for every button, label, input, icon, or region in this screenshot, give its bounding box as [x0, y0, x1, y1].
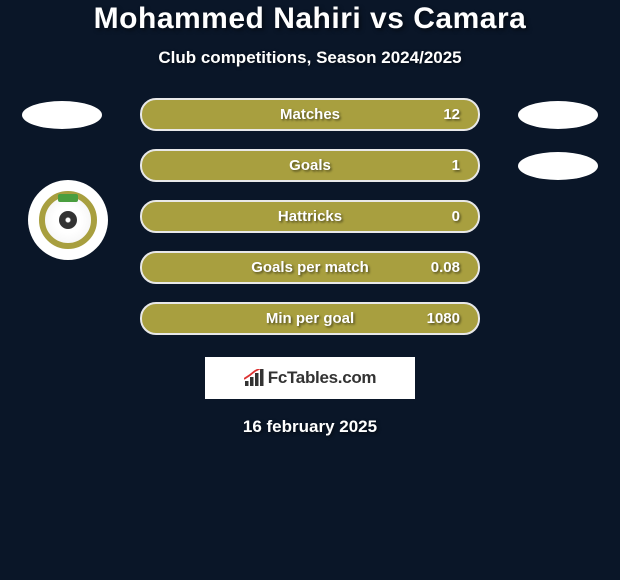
chart-icon: [244, 369, 266, 387]
stat-value-right: 0.08: [431, 259, 460, 276]
stat-label: Goals per match: [251, 259, 369, 276]
stat-pill: Min per goal 1080: [140, 302, 480, 335]
stat-label: Goals: [289, 157, 331, 174]
stats-list: Matches 12 Goals 1 Hattricks 0 Goals per match…: [0, 98, 620, 335]
brand-attribution[interactable]: FcTables.com: [205, 357, 415, 399]
brand-text: FcTables.com: [268, 368, 377, 388]
stat-pill: Goals per match 0.08: [140, 251, 480, 284]
stat-row: Goals 1: [0, 149, 620, 182]
snapshot-date: 16 february 2025: [0, 417, 620, 437]
stat-row: Hattricks 0: [0, 200, 620, 233]
stat-label: Matches: [280, 106, 340, 123]
stat-value-right: 1: [452, 157, 460, 174]
player-right-oval: [518, 101, 598, 129]
page-title: Mohammed Nahiri vs Camara: [0, 2, 620, 36]
stat-pill: Goals 1: [140, 149, 480, 182]
stat-row: Matches 12: [0, 98, 620, 131]
stat-pill: Hattricks 0: [140, 200, 480, 233]
stat-row: Goals per match 0.08: [0, 251, 620, 284]
comparison-widget: Mohammed Nahiri vs Camara Club competiti…: [0, 0, 620, 437]
stat-pill: Matches 12: [140, 98, 480, 131]
stat-value-right: 1080: [427, 310, 460, 327]
stat-label: Min per goal: [266, 310, 354, 327]
stat-label: Hattricks: [278, 208, 342, 225]
stat-value-right: 12: [443, 106, 460, 123]
stat-value-right: 0: [452, 208, 460, 225]
page-subtitle: Club competitions, Season 2024/2025: [0, 48, 620, 68]
player-right-oval: [518, 152, 598, 180]
player-left-oval: [22, 101, 102, 129]
stat-row: Min per goal 1080: [0, 302, 620, 335]
